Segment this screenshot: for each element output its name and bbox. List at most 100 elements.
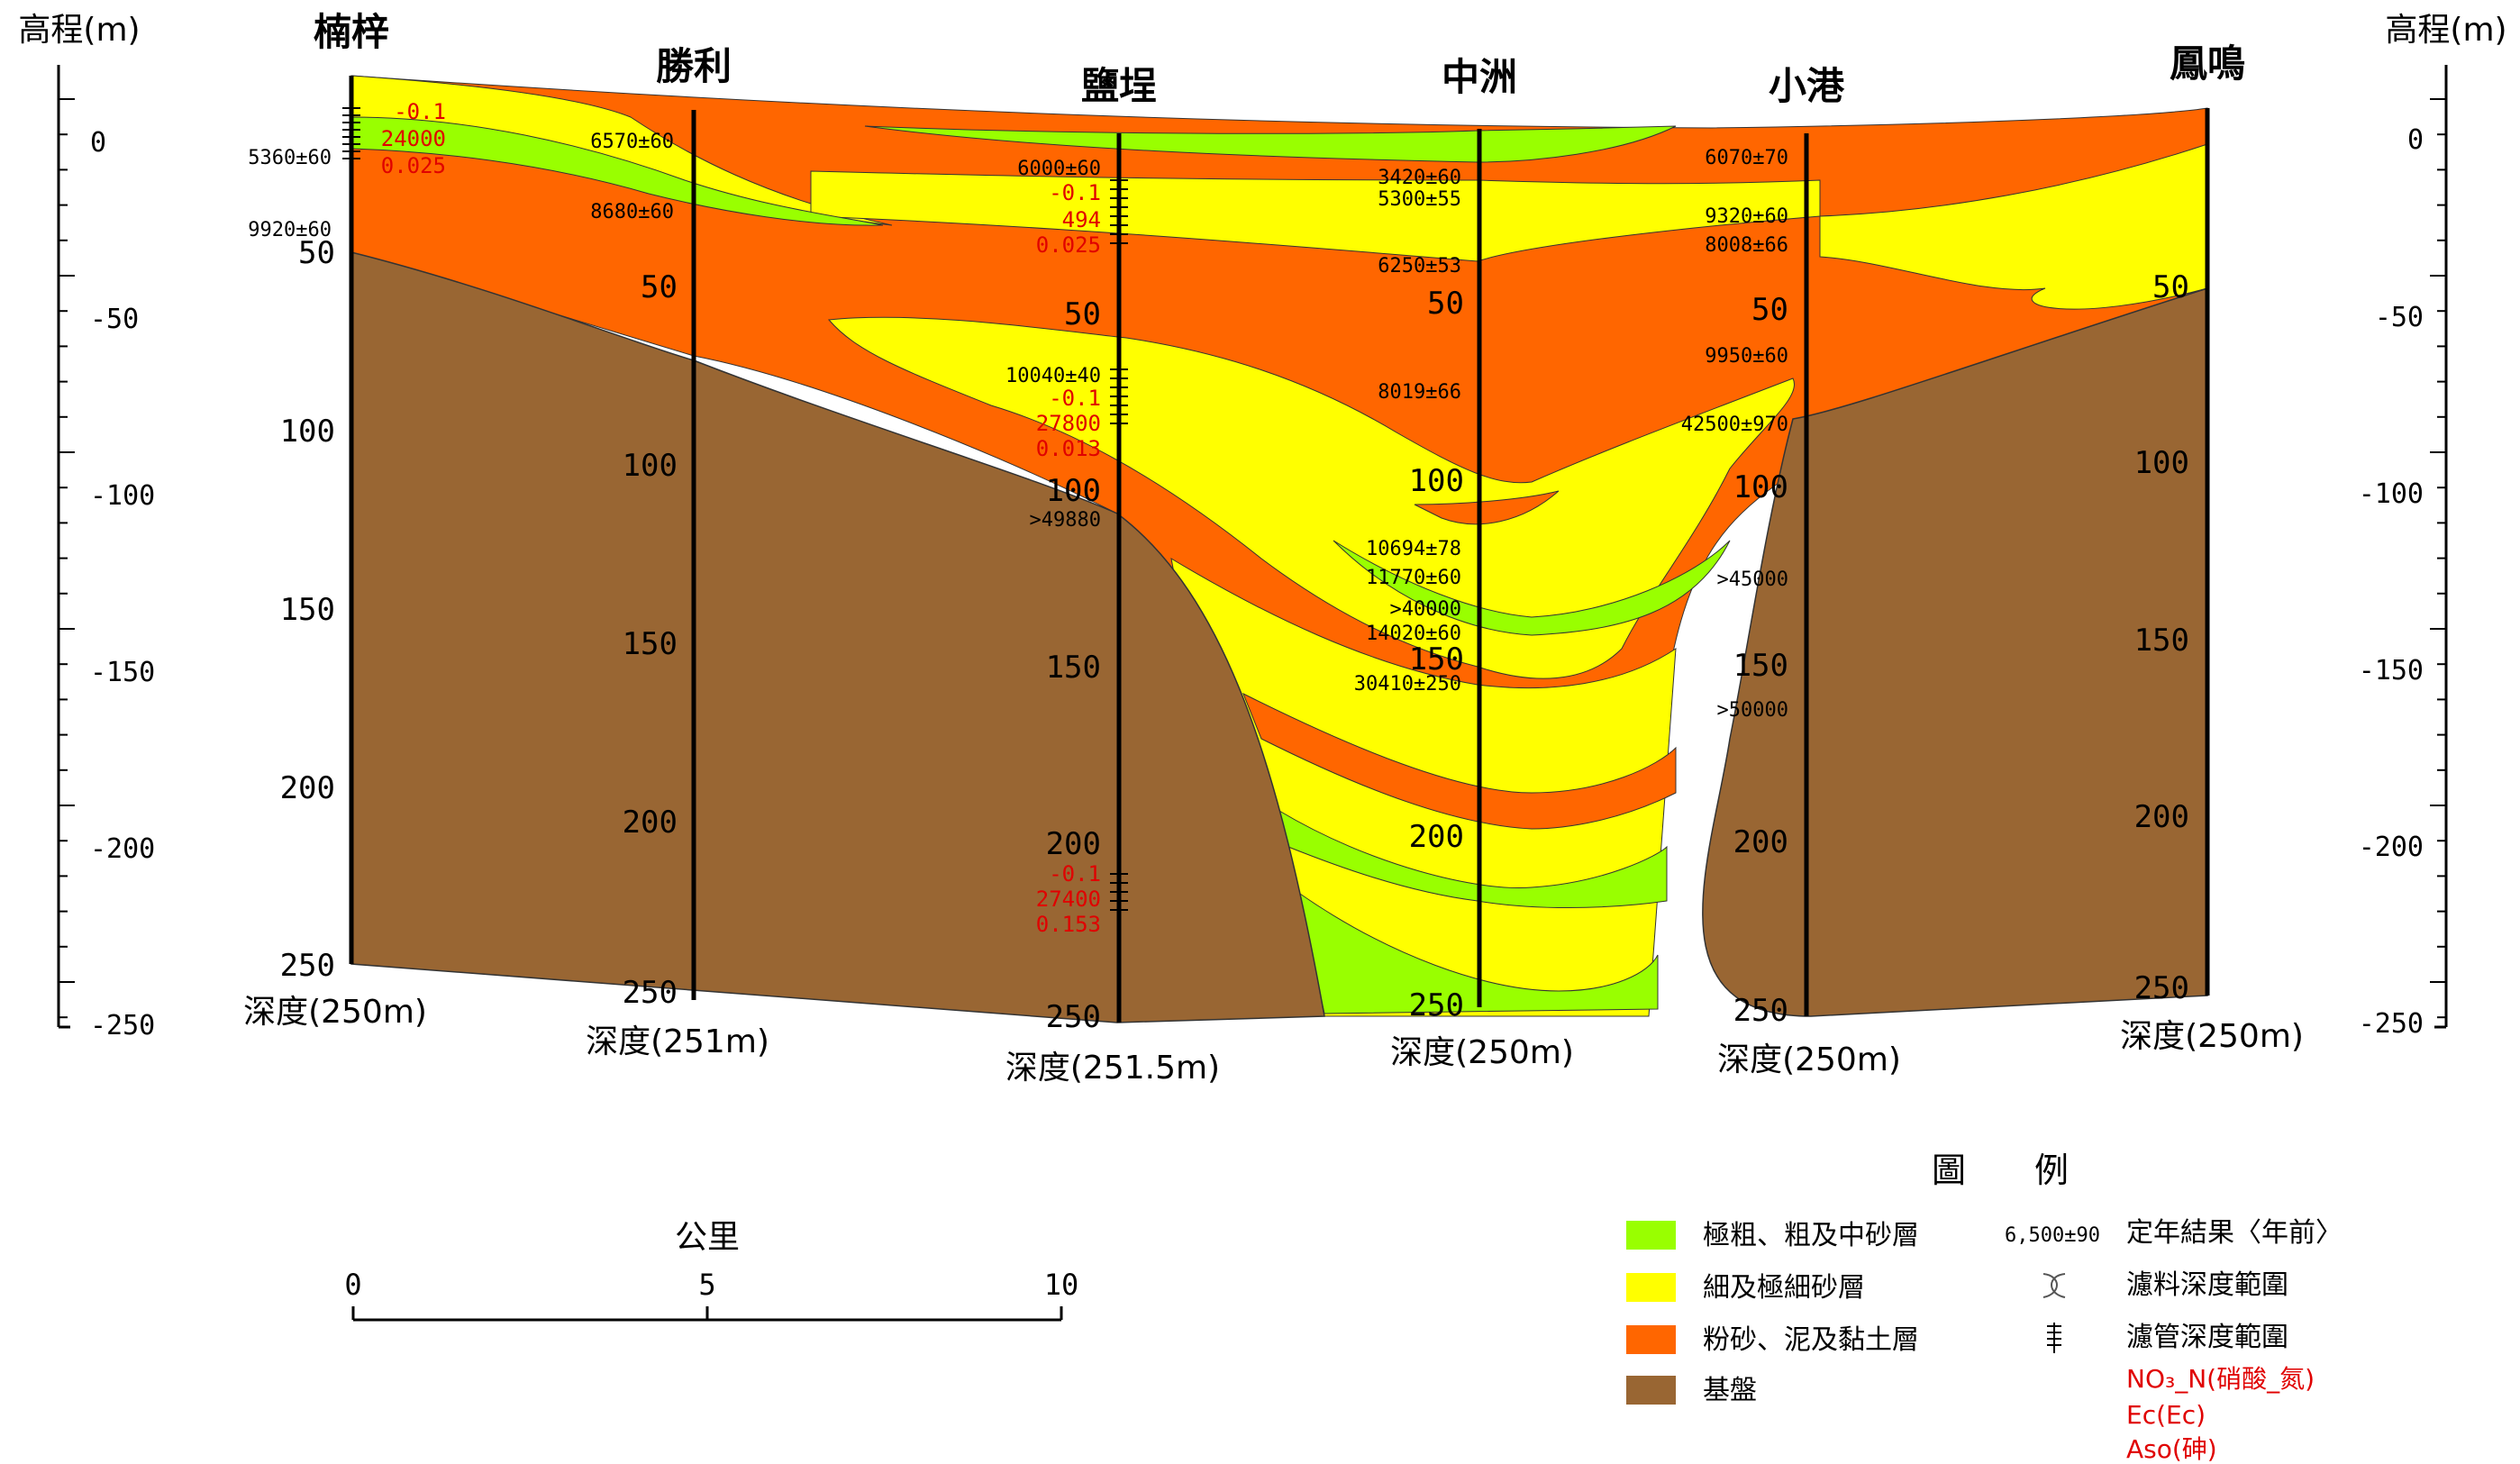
- depth-tick: 100: [1733, 469, 1788, 505]
- depth-tick: 100: [623, 448, 678, 484]
- date-label: 30410±250: [1354, 673, 1461, 696]
- date-label: 8019±66: [1378, 381, 1461, 404]
- depth-tick: 250: [2134, 970, 2189, 1006]
- date-label: 8008±66: [1705, 234, 1788, 257]
- legend-symbol-label: 濾管深度範圍: [2126, 1322, 2288, 1353]
- legend-chem-line: Ec(Ec): [2126, 1400, 2206, 1430]
- date-label: >50000: [1717, 699, 1788, 722]
- depth-tick: 50: [1751, 292, 1788, 328]
- depth-tick: 150: [623, 626, 678, 662]
- depth-tick: 50: [1427, 286, 1464, 322]
- elevation-tick: -250: [2359, 1008, 2424, 1040]
- depth-tick: 200: [280, 770, 335, 806]
- depth-tick: 250: [623, 975, 678, 1011]
- elevation-tick: -150: [90, 657, 155, 688]
- depth-tick: 150: [1733, 648, 1788, 684]
- left-elevation-axis: 高程(m) 0 -50 -100 -150 -200 -250: [18, 12, 155, 1041]
- axis-label: 高程(m): [18, 12, 140, 49]
- depth-label: 深度(250m): [243, 994, 427, 1031]
- date-label: 5300±55: [1378, 188, 1461, 211]
- depth-tick: 150: [1046, 650, 1101, 686]
- chem-label: -0.1: [1049, 180, 1101, 205]
- chem-label: 0.153: [1036, 912, 1101, 937]
- well-name: 鳳鳴: [2170, 41, 2245, 86]
- legend-symbol-label: 濾料深度範圍: [2126, 1269, 2288, 1301]
- date-label: 10040±40: [1005, 365, 1101, 387]
- depth-tick: 200: [2134, 799, 2189, 835]
- well-name: 勝利: [656, 44, 732, 88]
- depth-tick: 50: [1064, 296, 1101, 332]
- date-label: 6000±60: [1017, 158, 1101, 180]
- depth-tick: 200: [623, 805, 678, 841]
- depth-tick: 250: [1409, 987, 1464, 1023]
- date-label: 9950±60: [1705, 345, 1788, 368]
- fine-sand-layer-4: [827, 316, 1795, 679]
- elevation-tick: -200: [90, 833, 155, 865]
- depth-label: 深度(250m): [1717, 1041, 1901, 1078]
- elevation-tick: -50: [90, 304, 139, 335]
- legend-symbol-sample: 6,500±90: [2005, 1224, 2100, 1247]
- depth-tick: 100: [280, 414, 335, 450]
- date-label: 8680±60: [590, 201, 674, 223]
- depth-tick: 250: [280, 948, 335, 984]
- date-label: >45000: [1717, 568, 1788, 591]
- well-name: 小港: [1769, 64, 1845, 108]
- chem-label: 27800: [1036, 411, 1101, 436]
- legend-swatch: [1626, 1376, 1676, 1405]
- legend-label: 基盤: [1703, 1375, 1757, 1406]
- depth-tick: 100: [1409, 463, 1464, 499]
- date-label: 6250±53: [1378, 255, 1461, 277]
- silt-clay-lens-2: [1414, 490, 1560, 525]
- elevation-tick: -100: [2359, 478, 2424, 510]
- legend-swatch: [1626, 1221, 1676, 1250]
- depth-tick: 250: [1733, 993, 1788, 1029]
- coarse-sand-layer-1: [350, 116, 884, 226]
- elevation-tick: -50: [2375, 302, 2424, 333]
- legend-label: 極粗、粗及中砂層: [1703, 1220, 1919, 1251]
- coarse-sand-layer-2: [864, 125, 1677, 163]
- depth-tick: 200: [1733, 824, 1788, 860]
- chem-label: 494: [1062, 207, 1101, 232]
- date-label: 42500±970: [1681, 414, 1788, 436]
- chem-label: 0.025: [381, 153, 446, 178]
- chem-label: 24000: [381, 126, 446, 151]
- depth-tick: 200: [1046, 826, 1101, 862]
- geology-layers: [350, 75, 2208, 1023]
- depth-tick: 100: [2134, 445, 2189, 481]
- depth-tick: 50: [2152, 269, 2189, 305]
- depth-tick: 100: [1046, 473, 1101, 509]
- depth-tick: 150: [280, 592, 335, 628]
- elevation-tick: -250: [90, 1010, 155, 1041]
- depth-tick: 50: [298, 235, 335, 271]
- elevation-tick: 0: [2407, 124, 2424, 156]
- date-label: >49880: [1030, 509, 1101, 532]
- scale-label: 5: [698, 1268, 715, 1302]
- date-label: 5360±60: [248, 147, 332, 169]
- elevation-tick: -200: [2359, 832, 2424, 863]
- chem-label: 0.025: [1036, 232, 1101, 258]
- chem-label: 27400: [1036, 887, 1101, 912]
- chem-label: -0.1: [394, 99, 446, 124]
- legend-title: 圖 例: [1932, 1150, 2069, 1190]
- date-label: 10694±78: [1366, 538, 1461, 560]
- depth-tick: 50: [641, 269, 678, 305]
- date-label: 6570±60: [590, 131, 674, 153]
- gravel-pack-icon: [2042, 1273, 2058, 1298]
- silt-clay-lens-1: [1242, 692, 1677, 830]
- legend-chem-line: Aso(砷): [2126, 1434, 2217, 1464]
- bedrock-east: [1702, 286, 2208, 1017]
- legend-symbol-label: 定年結果〈年前〉: [2126, 1217, 2343, 1249]
- depth-label: 深度(251.5m): [1005, 1050, 1220, 1087]
- depth-tick: 150: [1409, 641, 1464, 677]
- coarse-sand-layer-4: [1278, 809, 1668, 908]
- well-name: 中洲: [1442, 55, 1517, 99]
- scale-label: 10: [1044, 1268, 1079, 1302]
- axis-label: 高程(m): [2385, 12, 2506, 49]
- right-elevation-axis: 高程(m) 0 -50 -100 -150 -200 -250: [2359, 12, 2507, 1040]
- scale-title: 公里: [675, 1219, 740, 1256]
- elevation-tick: -150: [2359, 655, 2424, 687]
- well-name: 鹽埕: [1081, 64, 1157, 108]
- screen-markers: [342, 107, 1128, 911]
- date-label: 9920±60: [248, 219, 332, 241]
- bedrock: [350, 251, 1325, 1023]
